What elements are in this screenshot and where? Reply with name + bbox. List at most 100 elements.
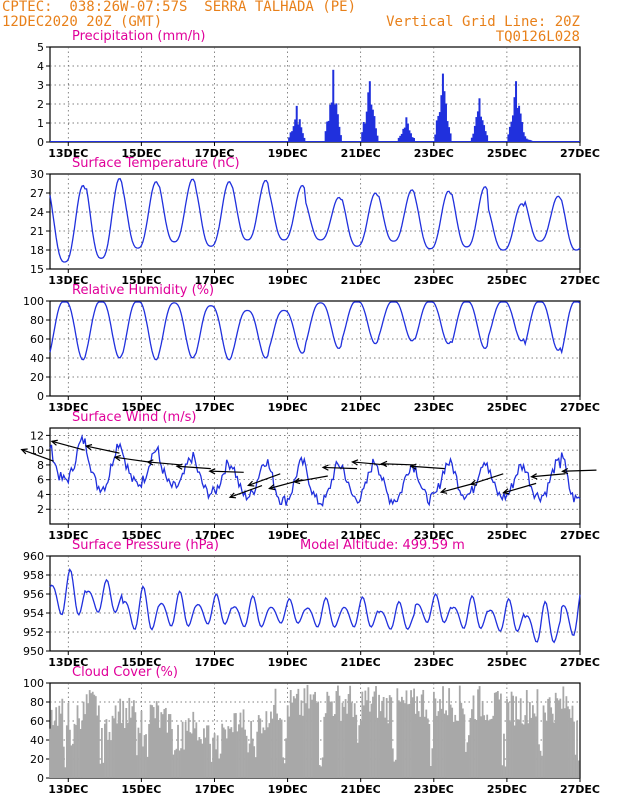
cloud-bar bbox=[105, 719, 108, 778]
precip-bar bbox=[362, 122, 365, 142]
precip-bar bbox=[339, 135, 342, 142]
cloud-bar bbox=[81, 721, 83, 778]
cloud-bar bbox=[171, 729, 173, 778]
cloud-bar bbox=[123, 728, 126, 778]
cloud-bar bbox=[551, 713, 554, 778]
y-tick-label: 20 bbox=[30, 371, 44, 384]
precip-bar bbox=[435, 120, 438, 142]
precip-bar bbox=[370, 104, 373, 142]
cloud-bar bbox=[573, 721, 575, 778]
cloud-bar bbox=[346, 713, 348, 778]
precip-bar bbox=[510, 121, 513, 142]
y-tick-label: 40 bbox=[30, 734, 44, 747]
cloud-bar bbox=[455, 720, 458, 778]
wind-arrow-head bbox=[50, 439, 58, 446]
panel-annotation: Model Altitude: 499.59 m bbox=[300, 538, 465, 553]
precip-bar bbox=[335, 103, 338, 142]
precip-bar bbox=[412, 138, 415, 142]
cloud-bar bbox=[324, 713, 327, 778]
x-tick-label: 25DEC bbox=[487, 656, 527, 669]
cloud-bar bbox=[419, 716, 422, 778]
cloud-bar bbox=[62, 746, 65, 778]
cloud-bar bbox=[347, 694, 350, 778]
cloud-bar bbox=[257, 715, 260, 778]
cloud-bar bbox=[142, 746, 144, 778]
cloud-bar bbox=[483, 715, 486, 778]
cloud-bar bbox=[496, 691, 499, 778]
cloud-bar bbox=[317, 701, 320, 778]
cloud-bar bbox=[364, 690, 367, 778]
wind-arrow-shaft bbox=[294, 475, 328, 483]
cloud-bar bbox=[163, 709, 166, 778]
cloud-bar bbox=[70, 745, 73, 778]
cloud-bar bbox=[404, 703, 406, 778]
cloud-bar bbox=[230, 727, 233, 778]
cloud-bar bbox=[175, 748, 178, 778]
cloud-bar bbox=[396, 688, 399, 778]
cloud-bar bbox=[399, 701, 402, 778]
x-tick-label: 27DEC bbox=[560, 401, 600, 414]
cloud-bar bbox=[413, 688, 415, 778]
cloud-bar bbox=[443, 713, 446, 778]
wind-arrow-head bbox=[247, 480, 255, 487]
cloud-bar bbox=[309, 694, 312, 778]
x-tick-label: 25DEC bbox=[487, 274, 527, 287]
y-tick-label: 100 bbox=[23, 295, 44, 308]
cloud-bar bbox=[327, 695, 330, 778]
cloud-bar bbox=[225, 738, 228, 778]
precip-bar bbox=[434, 134, 437, 142]
cloud-bar bbox=[65, 725, 68, 778]
cloud-bar bbox=[279, 718, 281, 778]
precip-bar bbox=[332, 69, 335, 142]
cloud-bar bbox=[195, 722, 198, 778]
cloud-bar bbox=[349, 685, 352, 778]
cloud-bar bbox=[518, 719, 521, 778]
cloud-bar bbox=[471, 709, 473, 778]
precip-bar bbox=[525, 138, 528, 142]
cloud-bar bbox=[431, 748, 434, 778]
cloud-bar bbox=[510, 691, 513, 778]
wind-arrow-head bbox=[469, 479, 477, 486]
cloud-bar bbox=[571, 705, 574, 778]
cloud-bar bbox=[187, 718, 190, 778]
cloud-bar bbox=[128, 697, 131, 778]
precip-bar bbox=[440, 95, 443, 142]
precip-bar bbox=[486, 135, 489, 142]
grid-lines bbox=[50, 174, 580, 269]
precip-bar bbox=[441, 73, 444, 142]
cloud-bar bbox=[111, 715, 114, 778]
panel-frame bbox=[49, 427, 581, 525]
cloud-bar bbox=[180, 748, 182, 778]
panel-title: Surface Pressure (hPa) bbox=[72, 538, 219, 553]
precip-bar bbox=[297, 124, 300, 142]
precip-bar bbox=[289, 132, 292, 142]
precip-bar bbox=[364, 123, 367, 142]
cloud-bar bbox=[401, 696, 403, 778]
precip-bar bbox=[327, 120, 330, 142]
cloud-bar bbox=[84, 714, 87, 778]
wind-arrow-head bbox=[20, 448, 28, 455]
x-tick-label: 19DEC bbox=[268, 401, 308, 414]
cloud-bar bbox=[315, 702, 318, 778]
panel-frame bbox=[49, 555, 581, 652]
precip-bar bbox=[519, 139, 522, 142]
y-tick-label: 60 bbox=[30, 715, 44, 728]
cloud-bar bbox=[238, 724, 240, 778]
cloud-bar bbox=[78, 718, 80, 778]
cloud-bar bbox=[178, 750, 181, 778]
y-tick-label: 40 bbox=[30, 352, 44, 365]
cloud-bar bbox=[379, 711, 382, 778]
cloud-bar bbox=[454, 714, 457, 778]
cloud-bar bbox=[538, 744, 540, 778]
cloud-bar bbox=[259, 718, 262, 778]
cloud-bar bbox=[297, 688, 300, 778]
cloud-bar bbox=[253, 746, 256, 778]
cloud-bar bbox=[306, 684, 309, 778]
cloud-bar bbox=[373, 691, 376, 778]
cloud-bar bbox=[158, 727, 161, 778]
cloud-bar bbox=[49, 728, 51, 778]
x-tick-label: 23DEC bbox=[414, 783, 454, 796]
cloud-bar bbox=[489, 719, 492, 778]
x-tick-label: 15DEC bbox=[121, 783, 161, 796]
cloud-bar bbox=[394, 759, 397, 778]
